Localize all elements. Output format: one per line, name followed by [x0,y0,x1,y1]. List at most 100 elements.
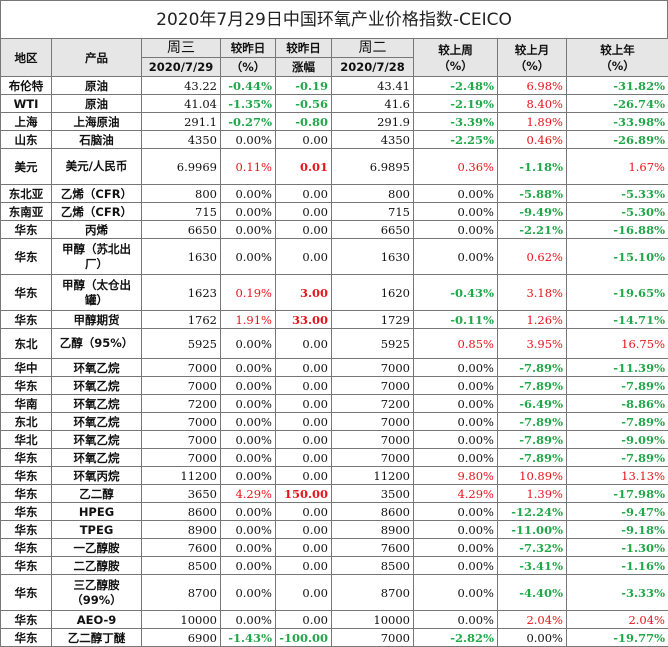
row-tue-price: 7000 [332,377,414,395]
row-chg-day: -0.19 [276,77,332,95]
row-pct-week: -2.19% [414,95,498,113]
row-pct-day: 0.00% [221,539,276,557]
row-pct-month: 1.39% [498,485,567,503]
row-pct-year: -26.74% [567,95,668,113]
row-pct-week: 0.00% [414,611,498,629]
row-region: 华东 [1,377,52,395]
row-wed-price: 715 [142,203,221,221]
row-wed-price: 5925 [142,329,221,359]
row-pct-year: -9.18% [567,521,668,539]
row-chg-day: 0.00 [276,203,332,221]
row-pct-month: -7.89% [498,449,567,467]
row-chg-day: -0.80 [276,113,332,131]
row-product: 上海原油 [52,113,142,131]
row-tue-price: 7000 [332,431,414,449]
row-pct-week: 9.80% [414,467,498,485]
row-pct-day: 0.00% [221,521,276,539]
row-wed-price: 7200 [142,395,221,413]
row-tue-price: 8600 [332,503,414,521]
row-region: 华东 [1,311,52,329]
row-pct-day: 0.00% [221,431,276,449]
row-product: 原油 [52,95,142,113]
row-pct-year: -3.33% [567,575,668,611]
row-pct-month: -5.88% [498,185,567,203]
row-tue-price: 8900 [332,521,414,539]
row-pct-year: -8.86% [567,395,668,413]
row-product: TPEG [52,521,142,539]
row-pct-month: 0.46% [498,131,567,149]
col-pct-day-header: 较昨日 [221,39,276,58]
row-region: 华中 [1,359,52,377]
row-chg-day: 3.00 [276,275,332,311]
row-wed-price: 8900 [142,521,221,539]
row-pct-week: 0.85% [414,329,498,359]
row-region: 华东 [1,485,52,503]
row-product: 乙烯（CFR） [52,203,142,221]
row-product: 丙烯 [52,221,142,239]
row-pct-day: 0.00% [221,329,276,359]
row-region: 东北亚 [1,185,52,203]
row-tue-price: 7600 [332,539,414,557]
row-product: 环氧乙烷 [52,413,142,431]
row-pct-month: -11.00% [498,521,567,539]
row-region: 华东 [1,521,52,539]
row-chg-day: 0.00 [276,431,332,449]
row-pct-day: -0.27% [221,113,276,131]
row-tue-price: 1630 [332,239,414,275]
row-chg-day: 0.00 [276,377,332,395]
row-chg-day: 0.00 [276,413,332,431]
row-chg-day: 0.00 [276,185,332,203]
row-pct-week: 0.00% [414,359,498,377]
row-wed-price: 8500 [142,557,221,575]
row-chg-day: 0.00 [276,503,332,521]
row-chg-day: 0.00 [276,359,332,377]
row-product: 原油 [52,77,142,95]
row-pct-week: 0.00% [414,539,498,557]
row-pct-week: 0.00% [414,239,498,275]
row-region: 山东 [1,131,52,149]
row-pct-day: -1.43% [221,629,276,647]
row-pct-year: -14.71% [567,311,668,329]
row-region: 华东 [1,467,52,485]
row-wed-price: 1623 [142,275,221,311]
row-wed-price: 1630 [142,239,221,275]
row-pct-year: -9.09% [567,431,668,449]
row-pct-month: 3.18% [498,275,567,311]
row-pct-year: -5.33% [567,185,668,203]
row-pct-year: -31.82% [567,77,668,95]
row-product: 一乙醇胺 [52,539,142,557]
row-product: HPEG [52,503,142,521]
row-pct-week: 0.00% [414,395,498,413]
row-tue-price: 41.6 [332,95,414,113]
row-region: 华东 [1,449,52,467]
row-tue-price: 3500 [332,485,414,503]
row-region: 华北 [1,431,52,449]
row-pct-month: -7.32% [498,539,567,557]
row-pct-week: 0.36% [414,149,498,185]
row-chg-day: 0.00 [276,329,332,359]
row-chg-day: 0.00 [276,395,332,413]
row-wed-price: 800 [142,185,221,203]
row-region: 东南亚 [1,203,52,221]
row-wed-price: 7000 [142,413,221,431]
col-chg-day-sub: 涨幅 [276,58,332,77]
row-pct-week: 0.00% [414,185,498,203]
row-pct-week: -2.25% [414,131,498,149]
row-pct-day: 0.00% [221,131,276,149]
row-product: 乙醇（95%） [52,329,142,359]
row-wed-price: 4350 [142,131,221,149]
row-pct-year: -17.98% [567,485,668,503]
row-chg-day: 0.00 [276,221,332,239]
row-pct-week: -2.82% [414,629,498,647]
